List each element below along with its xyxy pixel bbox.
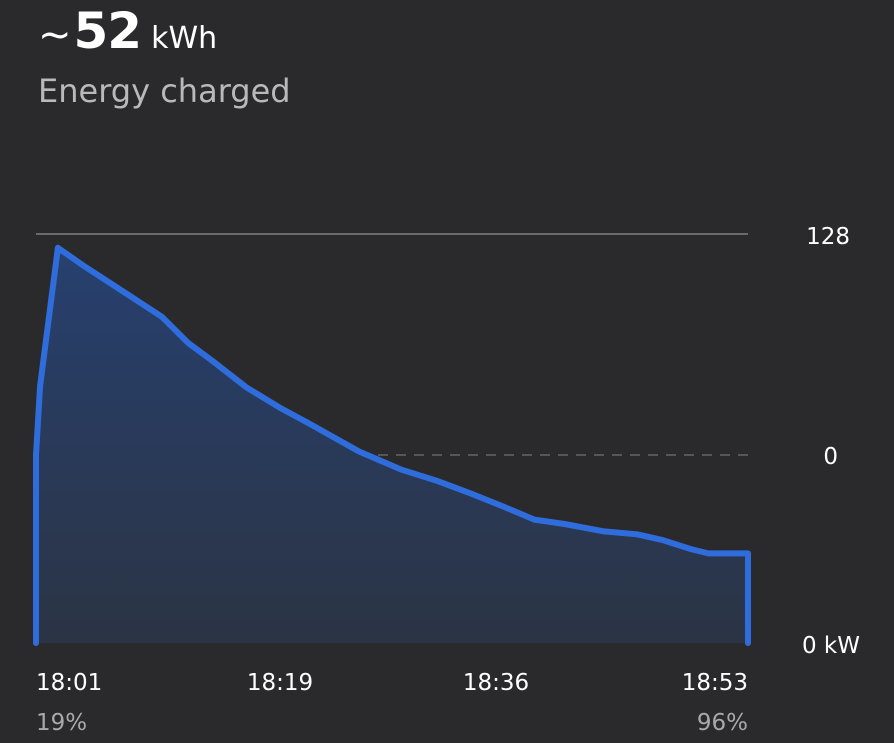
y-tick-label-max: 128 (806, 224, 850, 250)
x-tick-label-3: 18:36 (463, 670, 529, 696)
power-series-line (33, 244, 751, 646)
approx-symbol: ~ (38, 12, 72, 58)
energy-subtitle: Energy charged (38, 72, 291, 110)
y-tick-label-zero: 0 (823, 444, 838, 470)
energy-value: ~ 52 kWh (38, 6, 217, 56)
power-area-fill (36, 247, 748, 644)
x-tick-label-2: 18:19 (247, 670, 313, 696)
energy-unit: kWh (151, 21, 218, 56)
x-tick-label-end: 18:53 (682, 670, 748, 696)
start-soc-label: 19% (36, 710, 87, 736)
y-tick-label-min: 0 kW (802, 633, 860, 659)
x-tick-label-start: 18:01 (36, 670, 102, 696)
energy-header: ~ 52 kWh (38, 6, 217, 56)
energy-number: 52 (73, 2, 143, 60)
end-soc-label: 96% (697, 710, 748, 736)
